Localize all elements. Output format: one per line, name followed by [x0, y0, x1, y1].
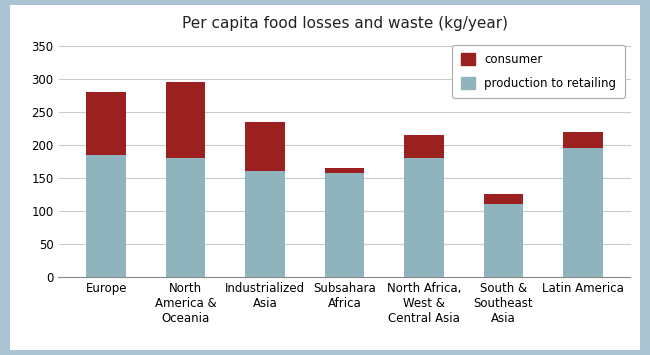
Bar: [484, 194, 523, 204]
Bar: [245, 122, 285, 171]
Bar: [245, 171, 285, 277]
Bar: [86, 92, 126, 155]
Bar: [404, 135, 444, 158]
Bar: [563, 148, 603, 277]
Bar: [324, 173, 365, 277]
Bar: [166, 158, 205, 277]
Bar: [404, 158, 444, 277]
Bar: [324, 168, 365, 173]
Bar: [86, 155, 126, 277]
Bar: [563, 132, 603, 148]
Bar: [484, 204, 523, 277]
Title: Per capita food losses and waste (kg/year): Per capita food losses and waste (kg/yea…: [181, 16, 508, 31]
Bar: [166, 82, 205, 158]
Legend: consumer, production to retailing: consumer, production to retailing: [452, 45, 625, 98]
